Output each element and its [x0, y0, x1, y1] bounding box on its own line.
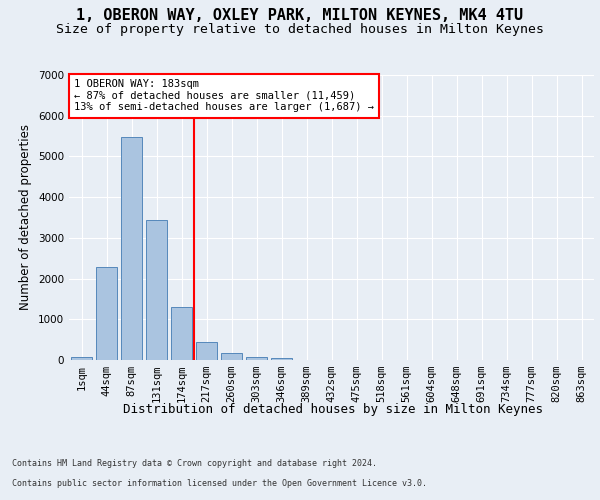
Y-axis label: Number of detached properties: Number of detached properties [19, 124, 32, 310]
Bar [171, 306, 192, 360]
Text: Size of property relative to detached houses in Milton Keynes: Size of property relative to detached ho… [56, 22, 544, 36]
Bar [221, 354, 242, 360]
Bar [271, 358, 292, 360]
Text: 1, OBERON WAY, OXLEY PARK, MILTON KEYNES, MK4 4TU: 1, OBERON WAY, OXLEY PARK, MILTON KEYNES… [76, 8, 524, 22]
Text: Contains HM Land Registry data © Crown copyright and database right 2024.: Contains HM Land Registry data © Crown c… [12, 458, 377, 468]
Bar [121, 138, 142, 360]
Bar [146, 220, 167, 360]
Bar [246, 356, 267, 360]
Text: 1 OBERON WAY: 183sqm
← 87% of detached houses are smaller (11,459)
13% of semi-d: 1 OBERON WAY: 183sqm ← 87% of detached h… [74, 80, 374, 112]
Bar [71, 357, 92, 360]
Text: Distribution of detached houses by size in Milton Keynes: Distribution of detached houses by size … [123, 402, 543, 415]
Text: Contains public sector information licensed under the Open Government Licence v3: Contains public sector information licen… [12, 478, 427, 488]
Bar [96, 267, 117, 360]
Bar [196, 342, 217, 360]
